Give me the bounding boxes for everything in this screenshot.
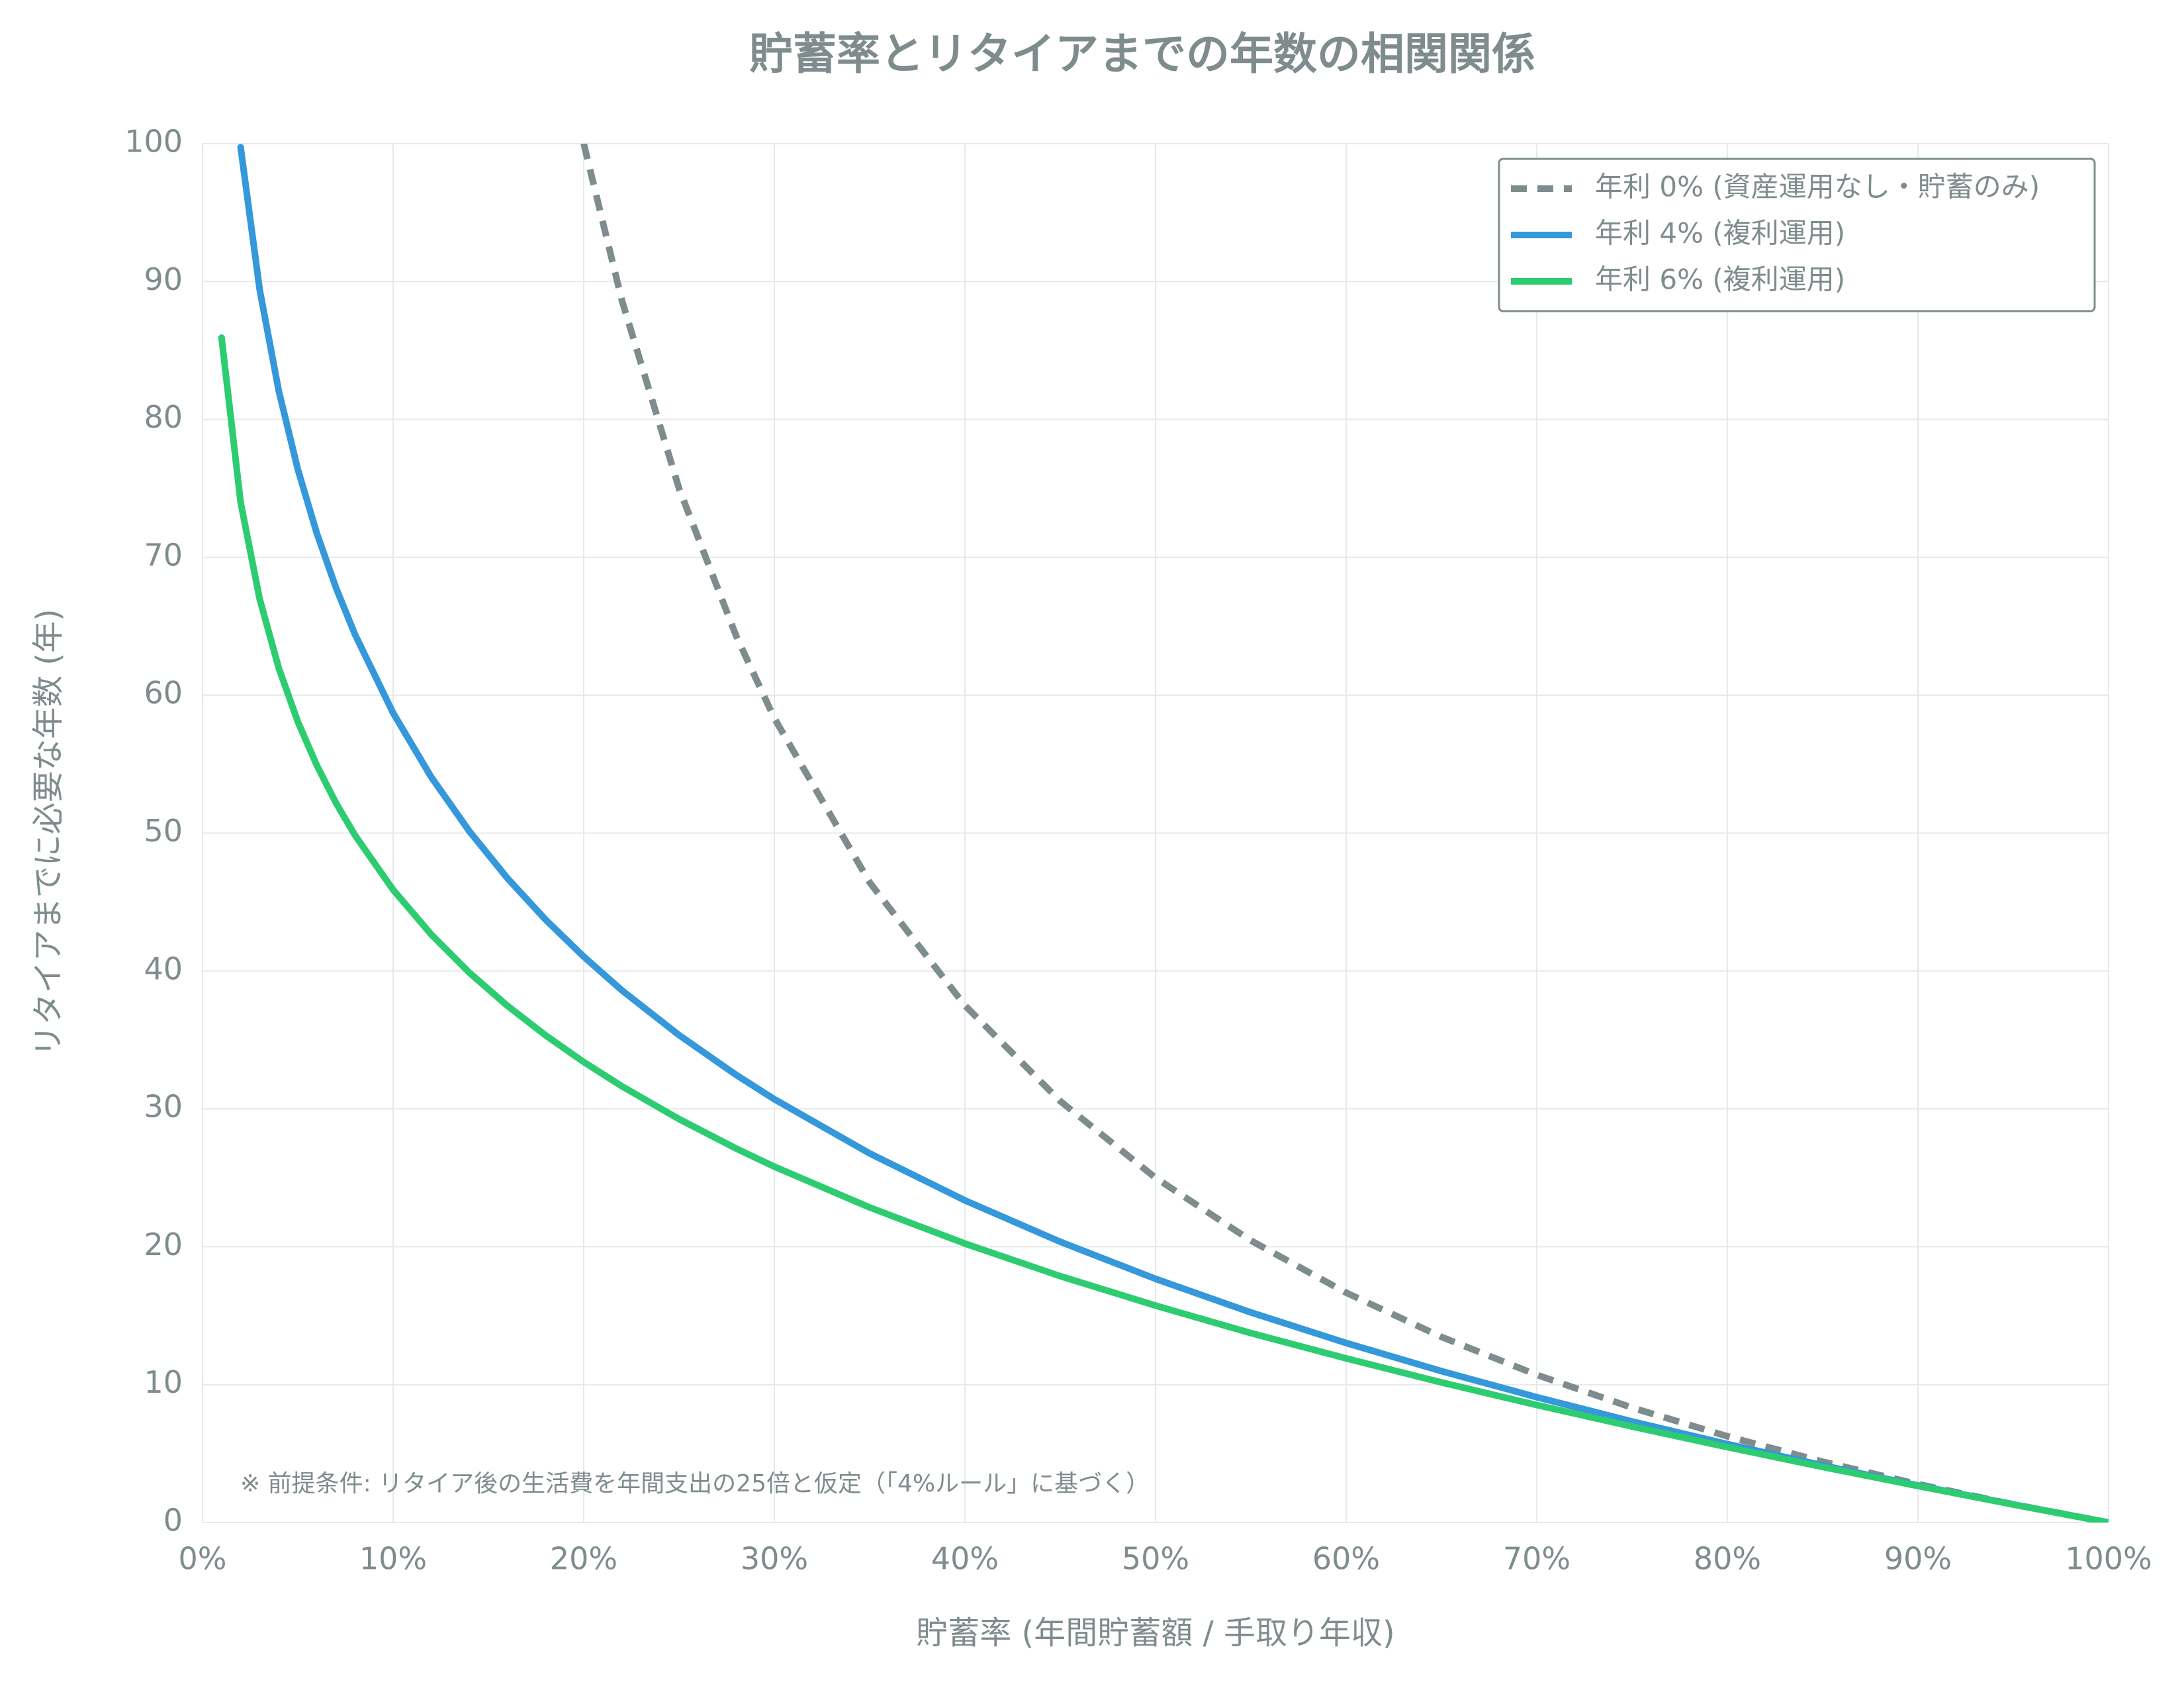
y-tick-label: 10 [144, 1364, 183, 1400]
y-tick-label: 60 [144, 675, 183, 711]
y-tick-label: 100 [124, 124, 183, 160]
data-line [218, 334, 2109, 1523]
x-tick-label: 60% [1312, 1541, 1380, 1577]
grid [202, 143, 2109, 1523]
x-tick-label: 50% [1122, 1541, 1189, 1577]
x-tick-label: 20% [550, 1541, 617, 1577]
y-tick-label: 70 [144, 537, 183, 573]
data-line [237, 144, 2109, 1523]
data-line [580, 144, 2109, 1523]
chart-title: 貯蓄率とリタイアまでの年数の相関関係 [749, 28, 1535, 79]
y-tick-label: 80 [144, 399, 183, 435]
x-tick-label: 70% [1503, 1541, 1570, 1577]
legend-label: 年利 0% (資産運用なし・貯蓄のみ) [1595, 171, 2040, 203]
x-tick-label: 100% [2065, 1541, 2152, 1577]
y-tick-label: 30 [144, 1089, 183, 1125]
y-tick-label: 50 [144, 813, 183, 849]
x-tick-label: 10% [359, 1541, 427, 1577]
plot-area [218, 144, 2109, 1523]
x-axis-title: 貯蓄率 (年間貯蓄額 / 手取り年収) [916, 1615, 1394, 1652]
y-tick-label: 0 [163, 1503, 183, 1538]
x-tick-label: 40% [931, 1541, 999, 1577]
legend-label: 年利 6% (複利運用) [1595, 263, 1845, 296]
x-tick-label: 90% [1884, 1541, 1952, 1577]
legend: 年利 0% (資産運用なし・貯蓄のみ) 年利 4% (複利運用) 年利 6% (複利… [1498, 158, 2096, 312]
annotation: ※ 前提条件: リタイア後の生活費を年間支出の25倍と仮定（「4%ルール」に基づ… [240, 1470, 1150, 1497]
x-tick-label: 30% [741, 1541, 808, 1577]
y-tick-label: 20 [144, 1227, 183, 1262]
legend-box [1498, 158, 2096, 312]
legend-label: 年利 4% (複利運用) [1595, 217, 1845, 250]
y-tick-label: 90 [144, 261, 183, 297]
x-tick-label: 0% [179, 1541, 227, 1577]
x-tick-label: 80% [1694, 1541, 1761, 1577]
y-tick-label: 40 [144, 951, 183, 986]
y-axis-title: リタイアまでに必要な年数 (年) [30, 609, 67, 1057]
